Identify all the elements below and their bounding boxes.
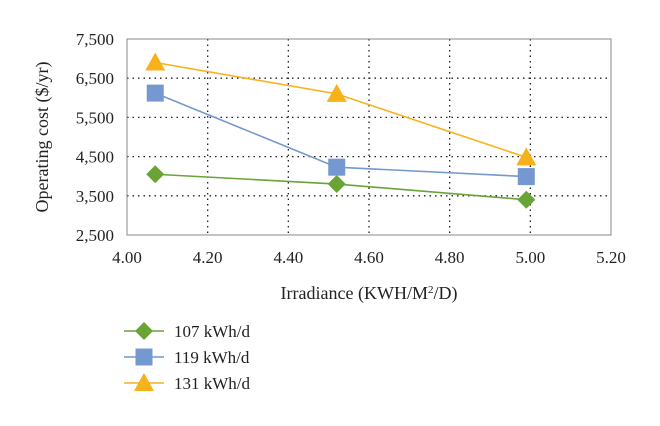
y-tick-label: 4,500 [76, 148, 114, 167]
data-point-marker [517, 168, 535, 186]
data-point-marker [145, 52, 166, 71]
series-square [146, 84, 535, 186]
legend-label: 107 kWh/d [174, 322, 251, 341]
legend-label: 131 kWh/d [174, 374, 251, 393]
y-axis-label: Operating cost ($/yr) [32, 62, 53, 213]
x-tick-label: 4.80 [435, 248, 465, 267]
y-tick-label: 3,500 [76, 187, 114, 206]
y-tick-label: 6,500 [76, 69, 114, 88]
legend-marker [135, 322, 153, 340]
data-point-marker [328, 158, 346, 176]
series-triangle [145, 52, 537, 166]
legend-marker [134, 373, 154, 391]
x-tick-label: 4.40 [273, 248, 303, 267]
legend-item: 119 kWh/d [124, 348, 250, 367]
x-axis-label: Irradiance (KWH/M2/D) [281, 283, 458, 304]
x-tick-label: 4.20 [193, 248, 223, 267]
x-axis-label-superscript: 2 [428, 284, 434, 296]
data-point-marker [146, 84, 164, 102]
grid-lines [127, 39, 611, 235]
data-point-marker [517, 190, 536, 209]
y-tick-label: 7,500 [76, 30, 114, 49]
data-point-marker [146, 165, 165, 184]
series-group [145, 52, 537, 209]
y-tick-label: 2,500 [76, 226, 114, 245]
x-tick-label: 4.60 [354, 248, 384, 267]
series-line [155, 61, 527, 159]
x-axis-label-text-end: /D) [433, 283, 457, 304]
x-tick-label: 5.00 [515, 248, 545, 267]
legend-label: 119 kWh/d [174, 348, 250, 367]
y-axis-ticks: 2,500 3,500 4,500 5,500 6,500 7,500 [76, 30, 114, 245]
series-diamond [146, 165, 536, 209]
legend: 107 kWh/d 119 kWh/d 131 kWh/d [124, 322, 251, 393]
x-tick-label: 5.20 [596, 248, 626, 267]
x-axis-ticks: 4.00 4.20 4.40 4.60 4.80 5.00 5.20 [112, 248, 626, 267]
legend-marker [135, 348, 153, 366]
legend-item: 107 kWh/d [124, 322, 251, 341]
plot-area-frame [126, 38, 612, 236]
x-axis-label-text: Irradiance (KWH/M [281, 283, 428, 304]
data-point-marker [326, 83, 347, 102]
legend-item: 131 kWh/d [124, 373, 251, 393]
x-tick-label: 4.00 [112, 248, 142, 267]
y-tick-label: 5,500 [76, 108, 114, 127]
data-point-marker [327, 175, 346, 194]
data-point-marker [516, 147, 537, 166]
